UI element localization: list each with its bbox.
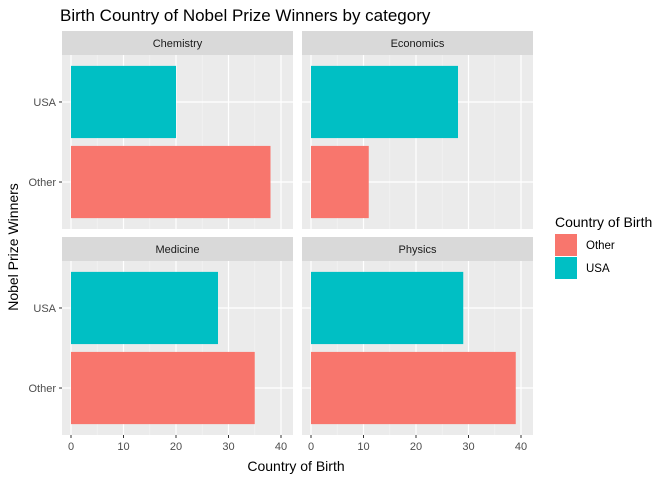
x-tick-label-medicine-40: 40 (275, 441, 287, 453)
x-tick-label-physics-30: 30 (462, 441, 474, 453)
strip-chemistry (62, 31, 293, 55)
legend-label-other: Other (586, 240, 615, 252)
x-tick-label-physics-20: 20 (410, 441, 422, 453)
strip-label-medicine: Medicine (155, 244, 199, 256)
strip-label-physics: Physics (399, 244, 437, 256)
x-tick-label-physics-40: 40 (515, 441, 527, 453)
y-tick-label-medicine-other: Other (28, 383, 56, 395)
strip-physics (302, 237, 533, 261)
legend-title: Country of Birth (555, 214, 652, 230)
x-tick-label-medicine-30: 30 (222, 441, 234, 453)
bar-economics-usa (311, 65, 458, 139)
y-tick-label-chemistry-other: Other (28, 177, 56, 189)
strip-label-chemistry: Chemistry (153, 38, 203, 50)
x-tick-label-physics-0: 0 (308, 441, 314, 453)
y-axis-title: Nobel Prize Winners (5, 183, 21, 311)
strip-economics (302, 31, 533, 55)
bar-economics-other (311, 145, 369, 219)
x-tick-label-medicine-20: 20 (170, 441, 182, 453)
x-axis-title: Country of Birth (247, 458, 344, 474)
bar-physics-other (311, 351, 516, 425)
strip-label-economics: Economics (391, 38, 445, 50)
y-tick-label-medicine-usa: USA (33, 303, 56, 315)
bar-medicine-usa (71, 271, 218, 345)
bar-chemistry-other (71, 145, 271, 219)
bar-chemistry-usa (71, 65, 176, 139)
legend-key-usa (555, 257, 577, 279)
legend-key-other (555, 234, 577, 256)
x-tick-label-medicine-10: 10 (117, 441, 129, 453)
strip-medicine (62, 237, 293, 261)
panels-layer: Chemistry USA Other Economics Medicine USA Oth… (28, 31, 533, 453)
x-tick-label-physics-10: 10 (357, 441, 369, 453)
y-tick-label-chemistry-usa: USA (33, 97, 56, 109)
legend: Country of Birth Other USA (555, 214, 652, 279)
bar-physics-usa (311, 271, 464, 345)
x-tick-label-medicine-0: 0 (68, 441, 74, 453)
legend-label-usa: USA (586, 263, 610, 275)
bar-medicine-other (71, 351, 255, 425)
chart-title: Birth Country of Nobel Prize Winners by … (60, 6, 431, 25)
